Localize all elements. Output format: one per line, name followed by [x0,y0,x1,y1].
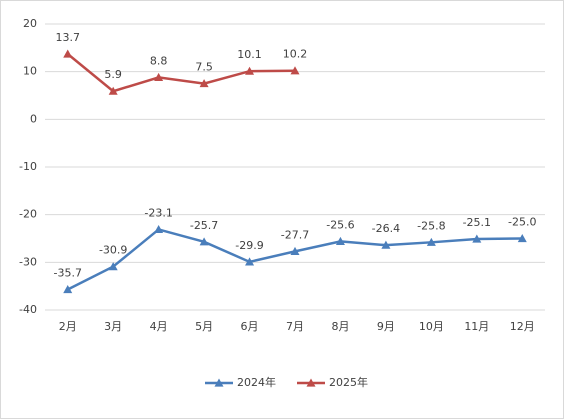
marker [245,66,255,75]
data-label: -25.1 [463,216,491,229]
data-label: 10.2 [283,48,308,61]
data-label: -27.7 [281,228,309,241]
data-label: 13.7 [55,31,80,44]
x-tick-label: 12月 [510,320,535,333]
legend-label: 2025年 [329,375,368,389]
data-label: -25.0 [508,216,536,229]
legend-marker [306,378,316,387]
y-tick-label: -30 [19,255,37,268]
x-tick-label: 3月 [104,320,122,333]
y-tick-label: -20 [19,208,37,221]
marker [63,285,73,294]
marker [290,66,300,75]
x-tick-label: 2月 [59,320,77,333]
data-label: -35.7 [53,267,81,280]
x-tick-label: 5月 [195,320,213,333]
y-tick-label: 20 [23,17,37,30]
marker [245,257,255,266]
legend-label: 2024年 [237,375,276,389]
y-tick-label: 10 [23,65,37,78]
x-tick-label: 9月 [377,320,395,333]
x-tick-label: 11月 [464,320,489,333]
data-label: 10.1 [237,48,262,61]
y-tick-label: -40 [19,303,37,316]
marker [63,49,73,58]
x-tick-label: 8月 [331,320,349,333]
y-tick-label: 0 [30,112,37,125]
marker [154,224,164,234]
marker [199,237,209,246]
x-tick-label: 7月 [286,320,304,333]
data-label: -26.4 [372,222,400,235]
marker [426,237,436,246]
data-label: -23.1 [144,206,172,219]
marker [472,234,482,243]
legend-marker [214,378,224,387]
data-label: -30.9 [99,244,127,257]
data-label: -29.9 [235,239,263,252]
marker [335,236,345,245]
x-tick-label: 4月 [150,320,168,333]
x-tick-label: 10月 [419,320,444,333]
data-label: 7.5 [195,61,213,74]
marker [290,246,300,255]
y-tick-label: -10 [19,160,37,173]
data-label: -25.8 [417,219,445,232]
marker [108,262,118,271]
marker [154,72,164,81]
data-label: 5.9 [104,68,122,81]
data-label: 8.8 [150,54,168,67]
marker [199,79,209,88]
series-line [66,53,296,93]
data-label: -25.7 [190,219,218,232]
x-tick-label: 6月 [241,320,259,333]
marker [108,86,118,95]
marker [517,234,527,243]
data-label: -25.6 [326,218,354,231]
marker [381,240,391,249]
